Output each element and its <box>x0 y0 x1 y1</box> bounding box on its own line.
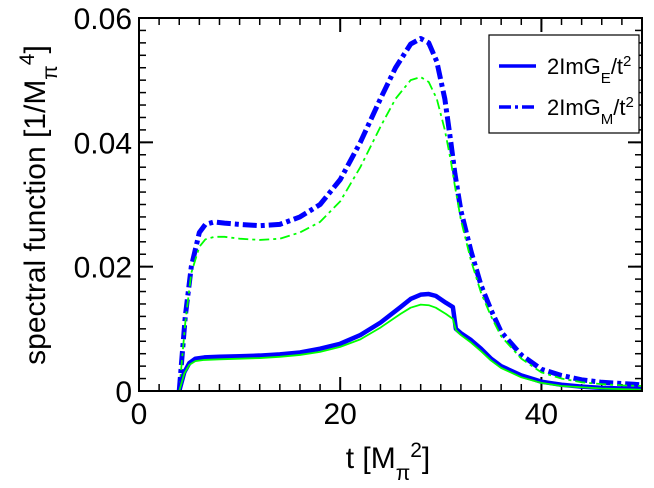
y-axis-title: spectral function [1/Mπ4] <box>16 45 62 365</box>
axis-ticks <box>138 17 643 392</box>
y-tick-label: 0.02 <box>74 252 132 285</box>
legend-box <box>488 34 640 134</box>
legend: 2ImGE/t2 2ImGM/t2 <box>488 34 640 134</box>
plot-frame <box>138 17 643 392</box>
x-axis-title: t [Mπ2] <box>346 439 431 485</box>
series-line-2 <box>177 291 643 392</box>
series-line-1 <box>178 76 643 392</box>
x-tick-label: 0 <box>131 398 148 431</box>
tick-labels: 0 20 40 0 0.02 0.04 0.06 <box>74 3 558 431</box>
y-tick-label: 0 <box>115 376 132 409</box>
x-tick-label: 40 <box>525 398 558 431</box>
legend-label-gm: 2ImGM/t2 <box>547 94 634 128</box>
series-line-0 <box>176 36 643 392</box>
y-tick-label: 0.04 <box>74 127 132 160</box>
series-line-3 <box>178 303 643 392</box>
data-series <box>176 36 643 392</box>
x-tick-label: 20 <box>324 398 357 431</box>
legend-label-ge: 2ImGE/t2 <box>547 53 631 87</box>
y-tick-label: 0.06 <box>74 3 132 36</box>
